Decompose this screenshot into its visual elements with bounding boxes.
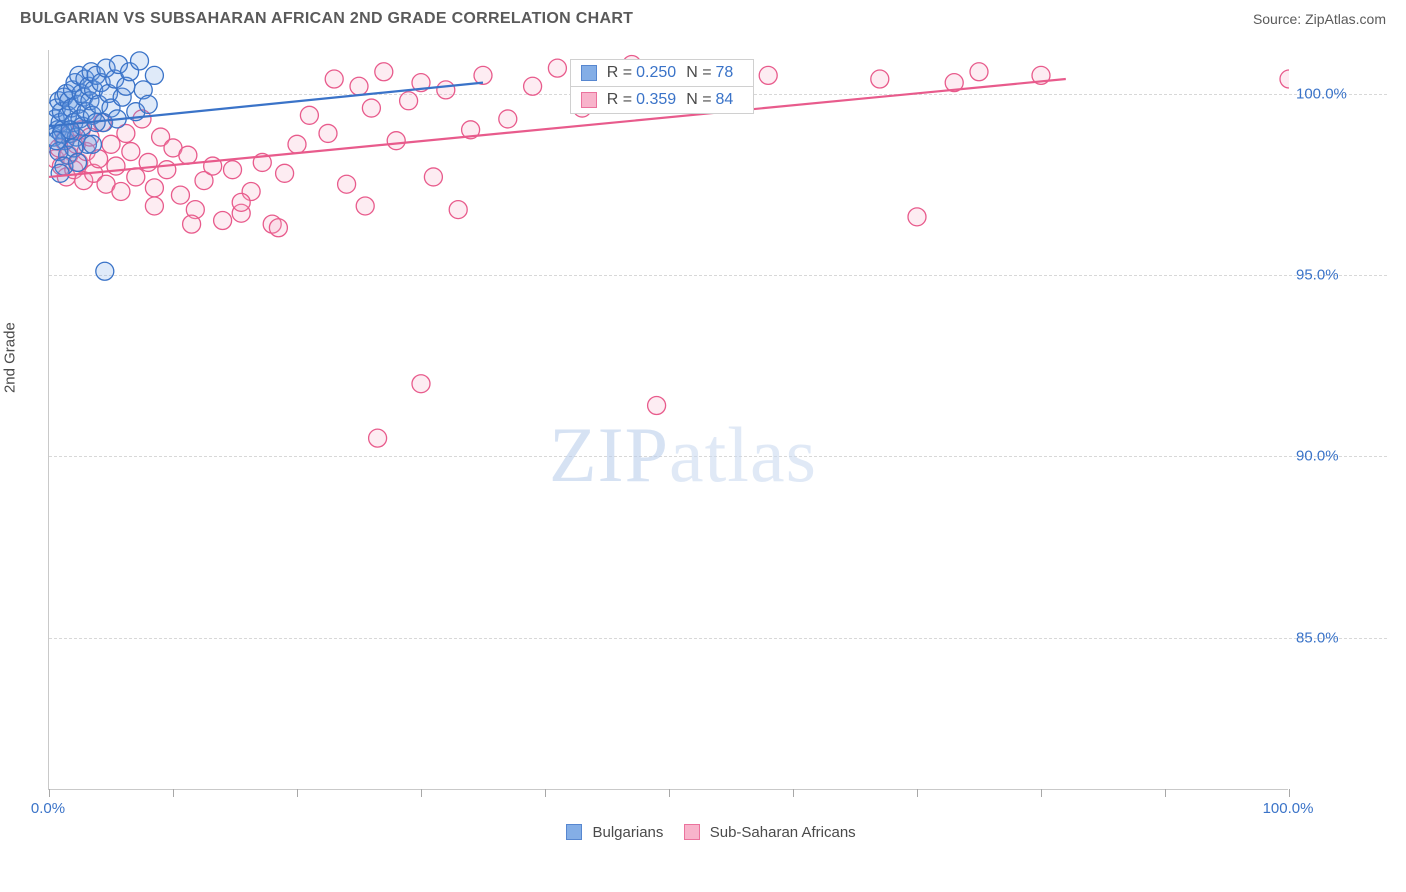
source-label: Source: ZipAtlas.com [1253, 11, 1386, 27]
stats-legend-box: R = 0.250 N = 78 R = 0.359 N = 84 [570, 60, 755, 114]
x-tick [49, 789, 50, 797]
y-tick-label: 90.0% [1296, 448, 1339, 465]
x-tick-label: 100.0% [1263, 800, 1314, 817]
x-tick [421, 789, 422, 797]
label-n: N = [686, 64, 711, 82]
plot-wrap: ZIPatlas R = 0.250 N = 78 R = 0.359 N = … [48, 50, 1386, 790]
plot-area: ZIPatlas R = 0.250 N = 78 R = 0.359 N = … [48, 50, 1288, 790]
value-r-subsaharan: 0.359 [636, 91, 676, 109]
y-tick-label: 85.0% [1296, 629, 1339, 646]
x-tick [297, 789, 298, 797]
x-tick [1165, 789, 1166, 797]
stats-row-bulgarians: R = 0.250 N = 78 [570, 59, 755, 87]
trendlines-layer [49, 50, 1289, 790]
value-n-subsaharan: 84 [716, 91, 734, 109]
label-n: N = [686, 91, 711, 109]
stats-row-subsaharan: R = 0.359 N = 84 [570, 86, 755, 114]
value-n-bulgarians: 78 [716, 64, 734, 82]
legend-swatch-subsaharan [684, 824, 700, 840]
y-axis-title: 2nd Grade [2, 322, 19, 393]
value-r-bulgarians: 0.250 [636, 64, 676, 82]
x-tick [917, 789, 918, 797]
y-tick-label: 95.0% [1296, 266, 1339, 283]
y-tick-label: 100.0% [1296, 85, 1347, 102]
legend-swatch-bulgarians [566, 824, 582, 840]
swatch-subsaharan [581, 92, 597, 108]
x-tick [1289, 789, 1290, 797]
legend-bottom: Bulgarians Sub-Saharan Africans [0, 824, 1406, 841]
x-tick [669, 789, 670, 797]
x-tick [545, 789, 546, 797]
x-tick [173, 789, 174, 797]
label-r: R = [607, 91, 632, 109]
x-tick [793, 789, 794, 797]
legend-label-bulgarians: Bulgarians [593, 824, 664, 841]
x-tick [1041, 789, 1042, 797]
swatch-bulgarians [581, 65, 597, 81]
chart-title: BULGARIAN VS SUBSAHARAN AFRICAN 2ND GRAD… [20, 10, 633, 28]
legend-label-subsaharan: Sub-Saharan Africans [710, 824, 856, 841]
x-tick-label: 0.0% [31, 800, 65, 817]
label-r: R = [607, 64, 632, 82]
